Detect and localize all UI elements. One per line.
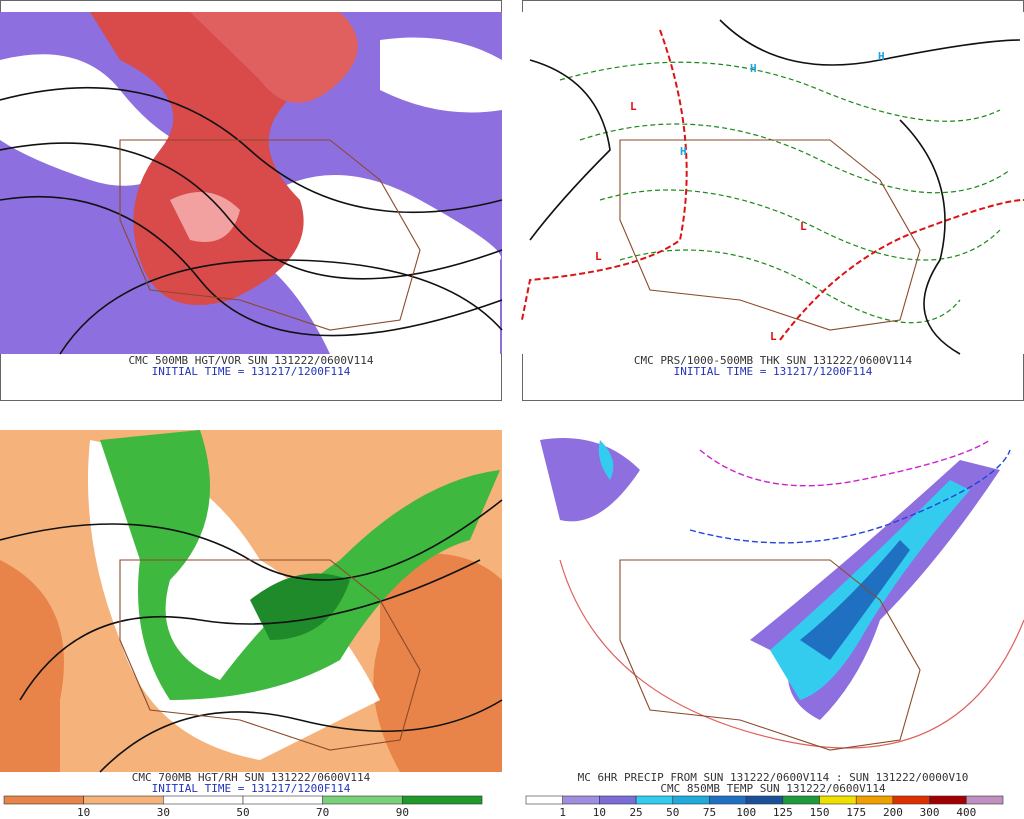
colorbar-swatch [525, 795, 563, 805]
subcaption: INITIAL TIME = 131217/1200F114 [152, 782, 351, 795]
colorbars: 10 30 50 70 90 1 10 25 50 75 100 125 150 175 200 300 400 [3, 795, 1004, 819]
subcaption: CMC 850MB TEMP SUN 131222/0600V114 [660, 782, 886, 795]
colorbar-label: 1 [559, 806, 566, 819]
map-pressure: L L L L H H H [521, 12, 1024, 355]
subcaption: INITIAL TIME = 131217/1200F114 [152, 365, 351, 378]
svg-text:H: H [750, 62, 757, 75]
colorbar-label: 30 [157, 806, 170, 819]
colorbar-label: 75 [703, 806, 716, 819]
colorbar-swatch [163, 795, 244, 805]
svg-text:H: H [680, 145, 687, 158]
colorbar-swatch [892, 795, 930, 805]
colorbar-label: 10 [77, 806, 90, 819]
colorbar-swatch [745, 795, 784, 805]
colorbar-label: 125 [773, 806, 793, 819]
svg-text:L: L [800, 220, 807, 233]
colorbar-swatch [709, 795, 747, 805]
caption: CMC PRS/1000-500MB THK SUN 131222/0600V1… [634, 354, 913, 367]
colorbar-swatch [322, 795, 403, 805]
colorbar-label: 400 [956, 806, 976, 819]
colorbar-label: 10 [593, 806, 606, 819]
colorbar-swatch [782, 795, 820, 805]
caption: MC 6HR PRECIP FROM SUN 131222/0600V114 :… [578, 771, 969, 784]
colorbar-swatch [855, 795, 894, 805]
svg-text:H: H [878, 50, 885, 63]
colorbar-swatch [819, 795, 857, 805]
caption: CMC 500MB HGT/VOR SUN 131222/0600V114 [128, 354, 373, 367]
subcaption: INITIAL TIME = 131217/1200F114 [674, 365, 873, 378]
svg-text:L: L [770, 330, 777, 343]
colorbar-label: 100 [736, 806, 756, 819]
colorbar-swatch [402, 795, 483, 805]
caption: CMC 700MB HGT/RH SUN 131222/0600V114 [132, 771, 371, 784]
colorbar-label: 25 [629, 806, 642, 819]
map-vorticity [0, 12, 503, 355]
colorbar-label: 175 [846, 806, 866, 819]
colorbar-label: 50 [666, 806, 679, 819]
colorbar-swatch [929, 795, 967, 805]
colorbar-swatch [3, 795, 84, 805]
colorbar-swatch [672, 795, 710, 805]
svg-text:L: L [630, 100, 637, 113]
colorbar-label: 70 [316, 806, 329, 819]
colorbar-label: 150 [810, 806, 830, 819]
colorbar-swatch [599, 795, 637, 805]
colorbar-swatch [83, 795, 164, 805]
colorbar-label: 50 [236, 806, 249, 819]
colorbar-swatch [635, 795, 674, 805]
colorbar-swatch [966, 795, 1004, 805]
colorbar-label: 200 [883, 806, 903, 819]
svg-text:L: L [595, 250, 602, 263]
colorbar-swatch [562, 795, 600, 805]
colorbar-swatch [242, 795, 323, 805]
map-precip [522, 430, 1024, 772]
map-humidity [0, 430, 503, 773]
colorbar-label: 90 [396, 806, 409, 819]
colorbar-label: 300 [920, 806, 940, 819]
